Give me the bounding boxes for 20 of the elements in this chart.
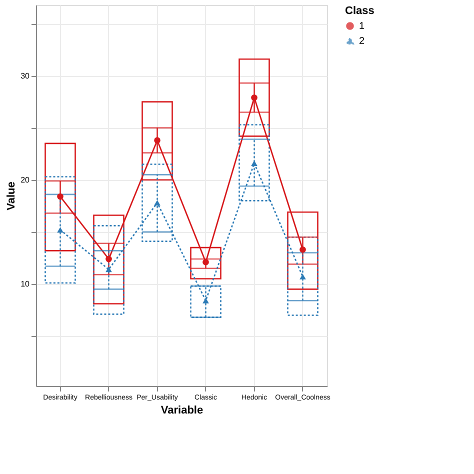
- point: [57, 227, 64, 233]
- y-tick-label: 20: [20, 175, 30, 184]
- point: [106, 266, 112, 272]
- point: [57, 193, 64, 200]
- point: [202, 258, 209, 266]
- legend-label: 2: [359, 36, 365, 47]
- point: [154, 137, 160, 144]
- legend-label: 1: [359, 21, 365, 32]
- point: [300, 274, 306, 280]
- bar: [142, 101, 173, 181]
- point: [154, 200, 160, 206]
- point: [300, 246, 306, 253]
- y-tick-label: 30: [20, 71, 30, 80]
- legend-title: Class: [345, 5, 374, 17]
- x-axis-title: Variable: [160, 404, 204, 416]
- y-tick-label: 10: [20, 279, 30, 288]
- point: [251, 94, 258, 101]
- y-axis-title: Value: [6, 182, 18, 210]
- point: [202, 298, 209, 304]
- point: [106, 256, 112, 262]
